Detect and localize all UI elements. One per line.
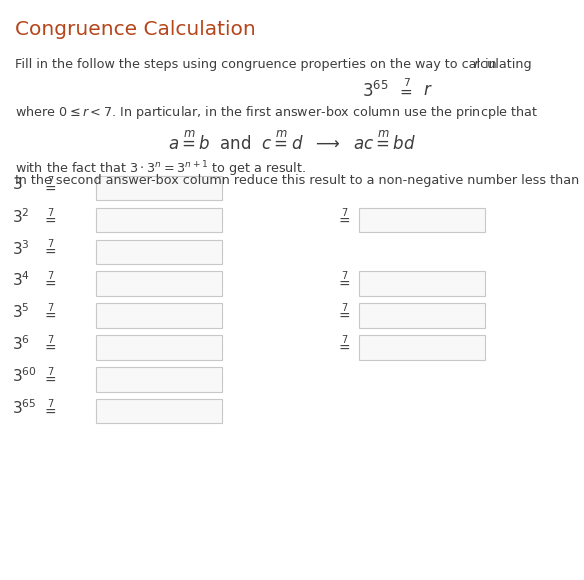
- FancyBboxPatch shape: [96, 367, 222, 392]
- Text: $\overset{7}{=}$: $\overset{7}{=}$: [336, 304, 350, 321]
- FancyBboxPatch shape: [359, 303, 485, 328]
- Text: $3$: $3$: [12, 176, 22, 193]
- Text: $\overset{7}{=}$: $\overset{7}{=}$: [42, 368, 57, 385]
- FancyBboxPatch shape: [359, 208, 485, 232]
- FancyBboxPatch shape: [359, 335, 485, 360]
- FancyBboxPatch shape: [96, 240, 222, 264]
- Text: $3^{60}$: $3^{60}$: [12, 367, 36, 385]
- FancyBboxPatch shape: [96, 271, 222, 296]
- FancyBboxPatch shape: [96, 335, 222, 360]
- Text: $3^{6}$: $3^{6}$: [12, 335, 30, 353]
- Text: $r$: $r$: [473, 58, 481, 71]
- Text: $3^{65}$: $3^{65}$: [362, 81, 388, 101]
- Text: $3^{5}$: $3^{5}$: [12, 303, 29, 321]
- Text: $3^{65}$: $3^{65}$: [12, 398, 36, 417]
- Text: $\overset{7}{=}$: $\overset{7}{=}$: [42, 336, 57, 353]
- Text: $\overset{7}{=}$: $\overset{7}{=}$: [336, 208, 350, 226]
- Text: $3^{4}$: $3^{4}$: [12, 271, 30, 289]
- Text: Congruence Calculation: Congruence Calculation: [15, 20, 255, 39]
- Text: $\overset{7}{=}$: $\overset{7}{=}$: [336, 336, 350, 353]
- FancyBboxPatch shape: [96, 208, 222, 232]
- FancyBboxPatch shape: [96, 399, 222, 423]
- FancyBboxPatch shape: [96, 303, 222, 328]
- Text: $a \overset{m}{=} b$  and  $c \overset{m}{=} d$  $\longrightarrow$  $ac \overset: $a \overset{m}{=} b$ and $c \overset{m}{…: [168, 131, 416, 154]
- Text: $\overset{7}{=}$: $\overset{7}{=}$: [42, 272, 57, 289]
- Text: Fill in the follow the steps using congruence properties on the way to calculati: Fill in the follow the steps using congr…: [15, 58, 535, 71]
- FancyBboxPatch shape: [96, 176, 222, 200]
- Text: $\overset{7}{=}$: $\overset{7}{=}$: [42, 400, 57, 417]
- Text: $r$: $r$: [423, 81, 433, 99]
- Text: $\overset{7}{=}$: $\overset{7}{=}$: [42, 304, 57, 321]
- Text: $\overset{7}{=}$: $\overset{7}{=}$: [42, 176, 57, 194]
- Text: with the fact that $3 \cdot 3^n = 3^{n+1}$ to get a result.: with the fact that $3 \cdot 3^n = 3^{n+1…: [15, 159, 306, 179]
- Text: In the second answer-box column reduce this result to a non-negative number less: In the second answer-box column reduce t…: [15, 174, 584, 187]
- Text: $\overset{7}{=}$: $\overset{7}{=}$: [42, 208, 57, 226]
- Text: $3^{2}$: $3^{2}$: [12, 207, 29, 226]
- Text: where $0 \leq r < 7$. In particular, in the first answer-box column use the prin: where $0 \leq r < 7$. In particular, in …: [15, 104, 538, 121]
- Text: $3^{3}$: $3^{3}$: [12, 239, 29, 258]
- Text: $\overset{7}{=}$: $\overset{7}{=}$: [336, 272, 350, 289]
- Text: $\overset{7}{=}$: $\overset{7}{=}$: [397, 81, 413, 99]
- Text: $\overset{7}{=}$: $\overset{7}{=}$: [42, 240, 57, 258]
- FancyBboxPatch shape: [359, 271, 485, 296]
- Text: in: in: [481, 58, 496, 71]
